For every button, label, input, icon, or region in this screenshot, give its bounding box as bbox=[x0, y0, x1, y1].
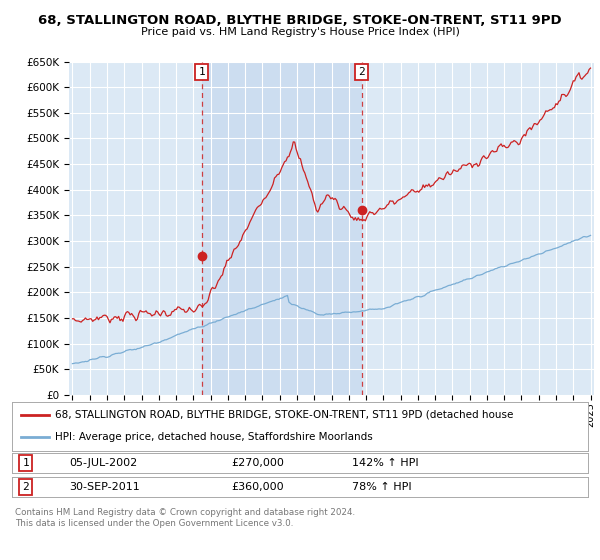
Bar bbox=[202, 62, 362, 395]
Text: Contains HM Land Registry data © Crown copyright and database right 2024.
This d: Contains HM Land Registry data © Crown c… bbox=[15, 508, 355, 528]
Text: 2: 2 bbox=[358, 67, 365, 77]
Text: 1: 1 bbox=[199, 67, 205, 77]
Text: £270,000: £270,000 bbox=[231, 458, 284, 468]
Text: HPI: Average price, detached house, Staffordshire Moorlands: HPI: Average price, detached house, Staf… bbox=[55, 432, 373, 442]
Text: 2: 2 bbox=[22, 482, 29, 492]
Text: 78% ↑ HPI: 78% ↑ HPI bbox=[352, 482, 412, 492]
Text: 142% ↑ HPI: 142% ↑ HPI bbox=[352, 458, 418, 468]
Text: £360,000: £360,000 bbox=[231, 482, 284, 492]
Text: 05-JUL-2002: 05-JUL-2002 bbox=[70, 458, 138, 468]
Text: 68, STALLINGTON ROAD, BLYTHE BRIDGE, STOKE-ON-TRENT, ST11 9PD: 68, STALLINGTON ROAD, BLYTHE BRIDGE, STO… bbox=[38, 14, 562, 27]
Text: 68, STALLINGTON ROAD, BLYTHE BRIDGE, STOKE-ON-TRENT, ST11 9PD (detached house: 68, STALLINGTON ROAD, BLYTHE BRIDGE, STO… bbox=[55, 410, 514, 420]
Text: 1: 1 bbox=[22, 458, 29, 468]
Text: Price paid vs. HM Land Registry's House Price Index (HPI): Price paid vs. HM Land Registry's House … bbox=[140, 27, 460, 37]
Text: 30-SEP-2011: 30-SEP-2011 bbox=[70, 482, 140, 492]
